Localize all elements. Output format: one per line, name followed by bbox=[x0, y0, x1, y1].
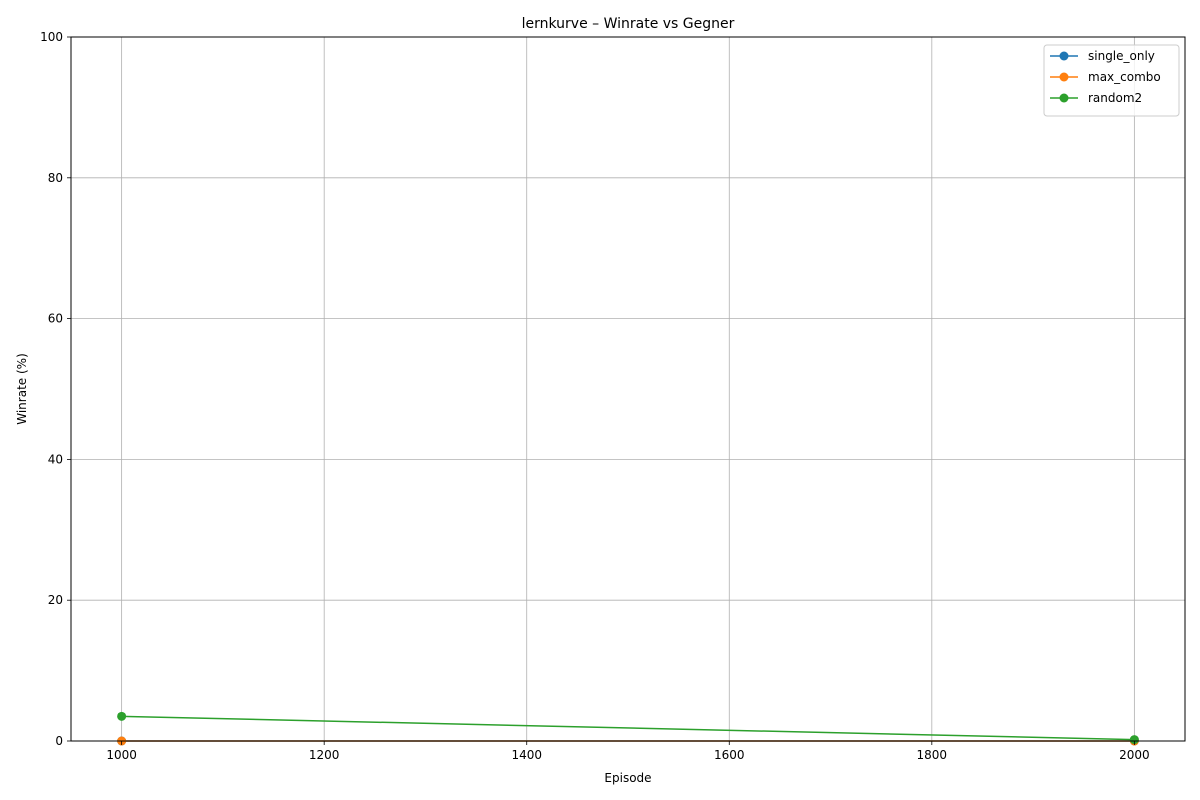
x-tick-label: 1600 bbox=[714, 748, 745, 762]
legend: single_only max_combo random2 bbox=[1043, 44, 1180, 117]
legend-label: random2 bbox=[1088, 91, 1142, 105]
data-point bbox=[1129, 735, 1139, 745]
series-line bbox=[121, 715, 1135, 741]
y-tick-label: 60 bbox=[48, 312, 63, 326]
y-tick-label: 100 bbox=[40, 30, 63, 44]
legend-item-random2: random2 bbox=[1050, 91, 1142, 105]
legend-label: max_combo bbox=[1088, 70, 1161, 84]
ticks: 1000 1200 1400 1600 1800 2000 0 20 40 60 80 100 bbox=[40, 30, 1150, 762]
legend-marker bbox=[1059, 51, 1069, 61]
legend-item-single_only: single_only bbox=[1050, 49, 1155, 63]
x-tick-label: 1200 bbox=[309, 748, 340, 762]
y-tick-label: 20 bbox=[48, 593, 63, 607]
legend-marker bbox=[1059, 93, 1069, 103]
legend-marker bbox=[1059, 72, 1069, 82]
y-tick-label: 80 bbox=[48, 171, 63, 185]
x-tick-label: 1000 bbox=[106, 748, 137, 762]
x-tick-label: 1400 bbox=[511, 748, 542, 762]
y-axis-label: Winrate (%) bbox=[15, 353, 29, 425]
x-tick-label: 2000 bbox=[1119, 748, 1150, 762]
plot-frame bbox=[70, 36, 1186, 742]
y-tick-label: 0 bbox=[55, 734, 63, 748]
legend-label: single_only bbox=[1088, 49, 1155, 63]
x-tick-label: 1800 bbox=[917, 748, 948, 762]
chart-title: lernkurve – Winrate vs Gegner bbox=[522, 16, 735, 32]
data-point bbox=[117, 711, 127, 721]
y-tick-label: 40 bbox=[48, 452, 63, 466]
legend-item-max_combo: max_combo bbox=[1050, 70, 1161, 84]
x-axis-label: Episode bbox=[604, 771, 651, 785]
series-random2 bbox=[117, 711, 1139, 745]
